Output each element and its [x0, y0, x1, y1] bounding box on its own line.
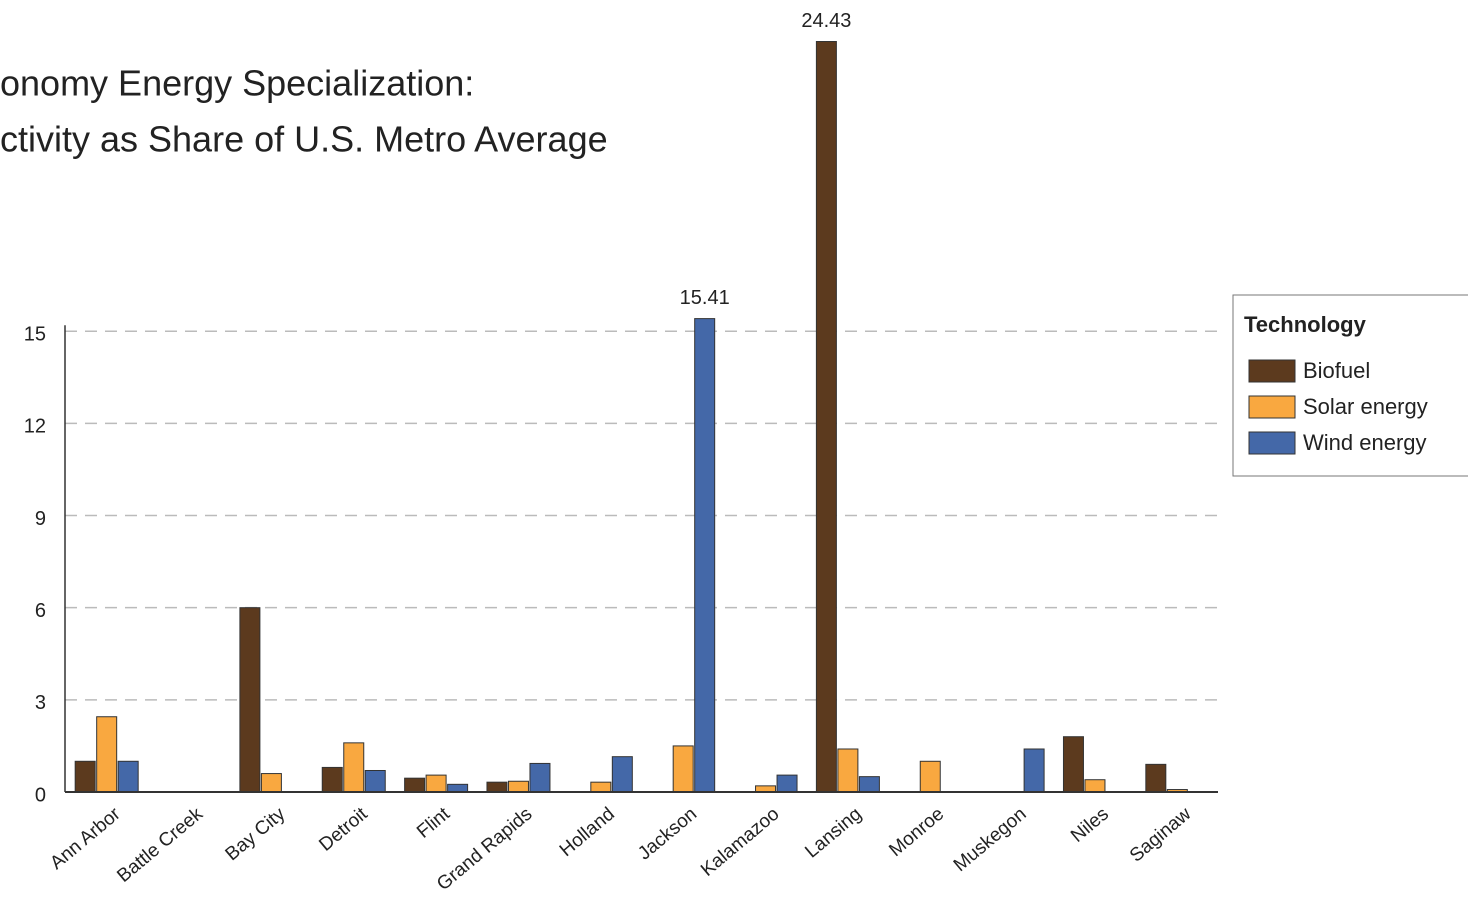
x-tick-label: Muskegon [950, 804, 1031, 876]
bar [486, 781, 508, 793]
x-tick-label: Kalamazoo [697, 804, 783, 881]
legend-swatch [1248, 431, 1296, 455]
bar [343, 742, 365, 793]
bar [1145, 763, 1167, 793]
data-label: 15.41 [680, 287, 730, 309]
y-tick-label: 9 [35, 508, 46, 530]
y-tick-label: 3 [35, 692, 46, 714]
bar [919, 760, 941, 793]
bar [1084, 779, 1106, 793]
x-tick-label: Ann Arbor [46, 803, 125, 874]
y-tick-label: 12 [24, 416, 46, 438]
x-tick-label: Jackson [634, 804, 701, 865]
bar [447, 783, 469, 793]
legend-label: Biofuel [1303, 358, 1370, 383]
bar [529, 762, 551, 793]
bar [1062, 736, 1084, 793]
bar [239, 607, 261, 793]
legend-swatch [1248, 395, 1296, 419]
bar [858, 776, 880, 793]
bar [364, 769, 386, 793]
x-tick-label: Lansing [801, 804, 865, 863]
bar [507, 780, 529, 793]
y-tick-label: 15 [24, 323, 46, 345]
chart-title: ctivity as Share of U.S. Metro Average [0, 119, 608, 160]
x-tick-label: Saginaw [1126, 803, 1196, 866]
bar [815, 41, 837, 793]
bar [776, 774, 798, 793]
bar [694, 318, 716, 793]
legend-title: Technology [1244, 312, 1367, 337]
bar [260, 773, 282, 793]
y-tick-label: 6 [35, 600, 46, 622]
bar [1023, 748, 1045, 793]
legend-label: Solar energy [1303, 394, 1428, 419]
y-tick-label: 0 [35, 784, 46, 806]
bar [404, 777, 426, 793]
bar [425, 774, 447, 793]
chart-title: onomy Energy Specialization: [0, 63, 474, 104]
bar [321, 766, 343, 793]
bar [74, 760, 96, 793]
x-tick-label: Holland [556, 804, 619, 862]
x-tick-label: Monroe [885, 804, 948, 861]
bar [837, 748, 859, 793]
x-tick-label: Flint [413, 803, 455, 843]
legend-swatch [1248, 359, 1296, 383]
x-tick-label: Niles [1067, 804, 1113, 847]
bar [96, 716, 118, 793]
x-tick-label: Bay City [222, 803, 290, 865]
legend-label: Wind energy [1303, 430, 1427, 455]
data-label: 24.43 [801, 10, 851, 32]
x-tick-label: Detroit [315, 803, 372, 856]
bar [672, 745, 694, 793]
bar [117, 760, 139, 793]
bar [590, 781, 612, 793]
bar [611, 756, 633, 793]
x-tick-label: Battle Creek [113, 803, 207, 887]
